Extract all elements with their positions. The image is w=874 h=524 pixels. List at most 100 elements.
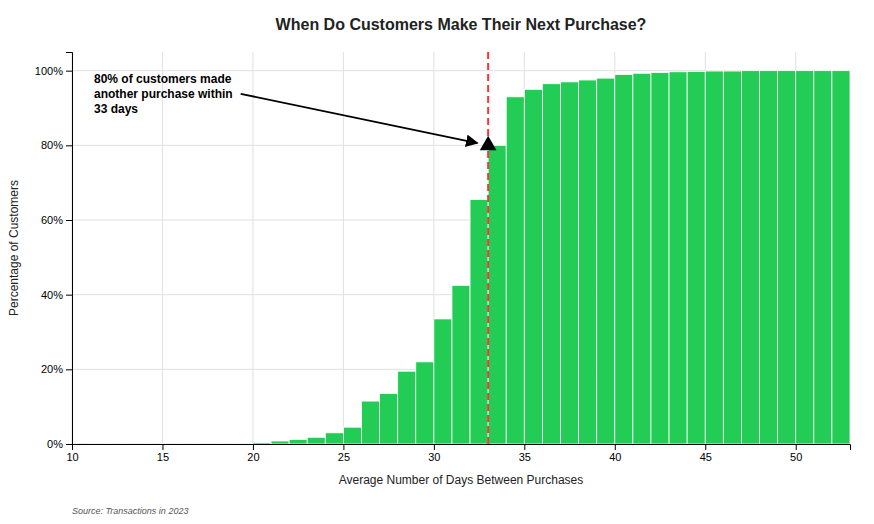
chart-container: 10 15 20 25 30 35 40 45 50 0% 20% 40% 60% 80% 100% 80% …: [0, 0, 874, 524]
bar: [398, 371, 416, 444]
grid-line-x: [252, 52, 253, 444]
x-axis-line: [73, 445, 851, 451]
y-tick: 60%: [41, 214, 72, 226]
bar: [651, 73, 669, 444]
bar: [506, 97, 524, 444]
grid: [72, 52, 850, 444]
x-tick-mark: [705, 444, 706, 450]
bar: [181, 443, 199, 444]
annotation-arrow: [241, 94, 478, 143]
y-tick: 80%: [41, 139, 72, 151]
y-tick-mark: [66, 71, 72, 72]
bar: [579, 80, 597, 444]
y-tick-label: 80%: [41, 139, 63, 151]
x-tick-mark: [253, 444, 254, 450]
bar: [325, 433, 343, 444]
y-tick-mark: [66, 369, 72, 370]
x-tick-mark: [524, 444, 525, 450]
source-note: Source: Transactions in 2023: [72, 506, 188, 516]
bar: [470, 199, 488, 444]
bar: [705, 71, 723, 444]
x-tick-label: 45: [700, 451, 712, 463]
bar: [434, 319, 452, 444]
texts: When Do Customers Make Their Next Purcha…: [7, 16, 646, 516]
y-tick-mark: [66, 145, 72, 146]
y-tick: 20%: [41, 363, 72, 375]
y-tick-label: 40%: [41, 289, 63, 301]
x-tick-label: 25: [338, 451, 350, 463]
x-tick: 10: [66, 444, 78, 463]
bar: [126, 443, 144, 444]
x-tick: 20: [247, 444, 259, 463]
bar: [380, 394, 398, 444]
x-axis-title: Average Number of Days Between Purchases: [339, 473, 584, 487]
title: When Do Customers Make Their Next Purcha…: [276, 16, 647, 33]
annotation-marker: [480, 136, 497, 150]
bar: [416, 362, 434, 444]
x-tick-mark: [796, 444, 797, 450]
bar: [633, 73, 651, 444]
marks: [90, 52, 850, 444]
x-tick: 50: [790, 444, 802, 463]
x-tick-mark: [162, 444, 163, 450]
bar: [597, 78, 615, 444]
y-tick-label: 60%: [41, 214, 63, 226]
annotation-line: 33 days: [94, 102, 138, 116]
bar: [524, 89, 542, 444]
bar: [343, 427, 361, 444]
bar: [271, 441, 289, 444]
y-axis-title: Percentage of Customers: [7, 180, 21, 316]
x-tick: 45: [700, 444, 712, 463]
bar: [253, 443, 271, 444]
bar: [307, 437, 325, 444]
y-tick-mark: [66, 220, 72, 221]
bar: [488, 145, 506, 444]
y-tick-mark: [66, 444, 72, 445]
annotation-line: another purchase within: [94, 87, 233, 101]
plot-area: 10 15 20 25 30 35 40 45 50 0% 20% 40% 60% 80% 100% 80% …: [35, 52, 851, 463]
x-tick-label: 50: [790, 451, 802, 463]
x-tick-label: 10: [66, 451, 78, 463]
bar: [741, 71, 759, 444]
y-tick: 100%: [35, 65, 72, 77]
annotations: 80% of customers madeanother purchase wi…: [94, 72, 496, 150]
x-tick: 30: [428, 444, 440, 463]
bar: [217, 443, 235, 444]
bar: [561, 82, 579, 444]
grid-line-x: [343, 52, 344, 444]
x-tick-label: 15: [157, 451, 169, 463]
grid-line-x: [162, 52, 163, 444]
bar: [669, 72, 687, 444]
x-tick: 15: [157, 444, 169, 463]
bar: [814, 71, 832, 444]
x-tick-mark: [343, 444, 344, 450]
x-axis: 10 15 20 25 30 35 40 45 50: [66, 444, 850, 463]
bar: [615, 74, 633, 444]
bar: [199, 443, 217, 444]
y-axis-line: [66, 53, 73, 445]
chart-svg: 10 15 20 25 30 35 40 45 50 0% 20% 40% 60% 80% 100% 80% …: [0, 0, 874, 524]
x-tick-label: 40: [609, 451, 621, 463]
bar: [144, 443, 162, 444]
bar: [361, 401, 379, 444]
bar: [542, 84, 560, 444]
bar: [108, 443, 126, 444]
y-tick-label: 100%: [35, 65, 63, 77]
x-tick-mark: [434, 444, 435, 450]
x-tick: 40: [609, 444, 621, 463]
bar: [90, 443, 108, 444]
reference-line: [487, 52, 489, 444]
y-tick: 40%: [41, 289, 72, 301]
annotation-text: 80% of customers madeanother purchase wi…: [94, 72, 233, 116]
bar: [235, 443, 253, 444]
x-tick-mark: [615, 444, 616, 450]
x-tick: 25: [338, 444, 350, 463]
x-tick-label: 30: [428, 451, 440, 463]
y-tick-mark: [66, 295, 72, 296]
bar: [687, 71, 705, 444]
x-tick-label: 35: [519, 451, 531, 463]
y-tick-label: 0%: [47, 438, 63, 450]
bar: [832, 71, 850, 444]
y-tick: 0%: [47, 438, 72, 450]
bar: [723, 71, 741, 444]
